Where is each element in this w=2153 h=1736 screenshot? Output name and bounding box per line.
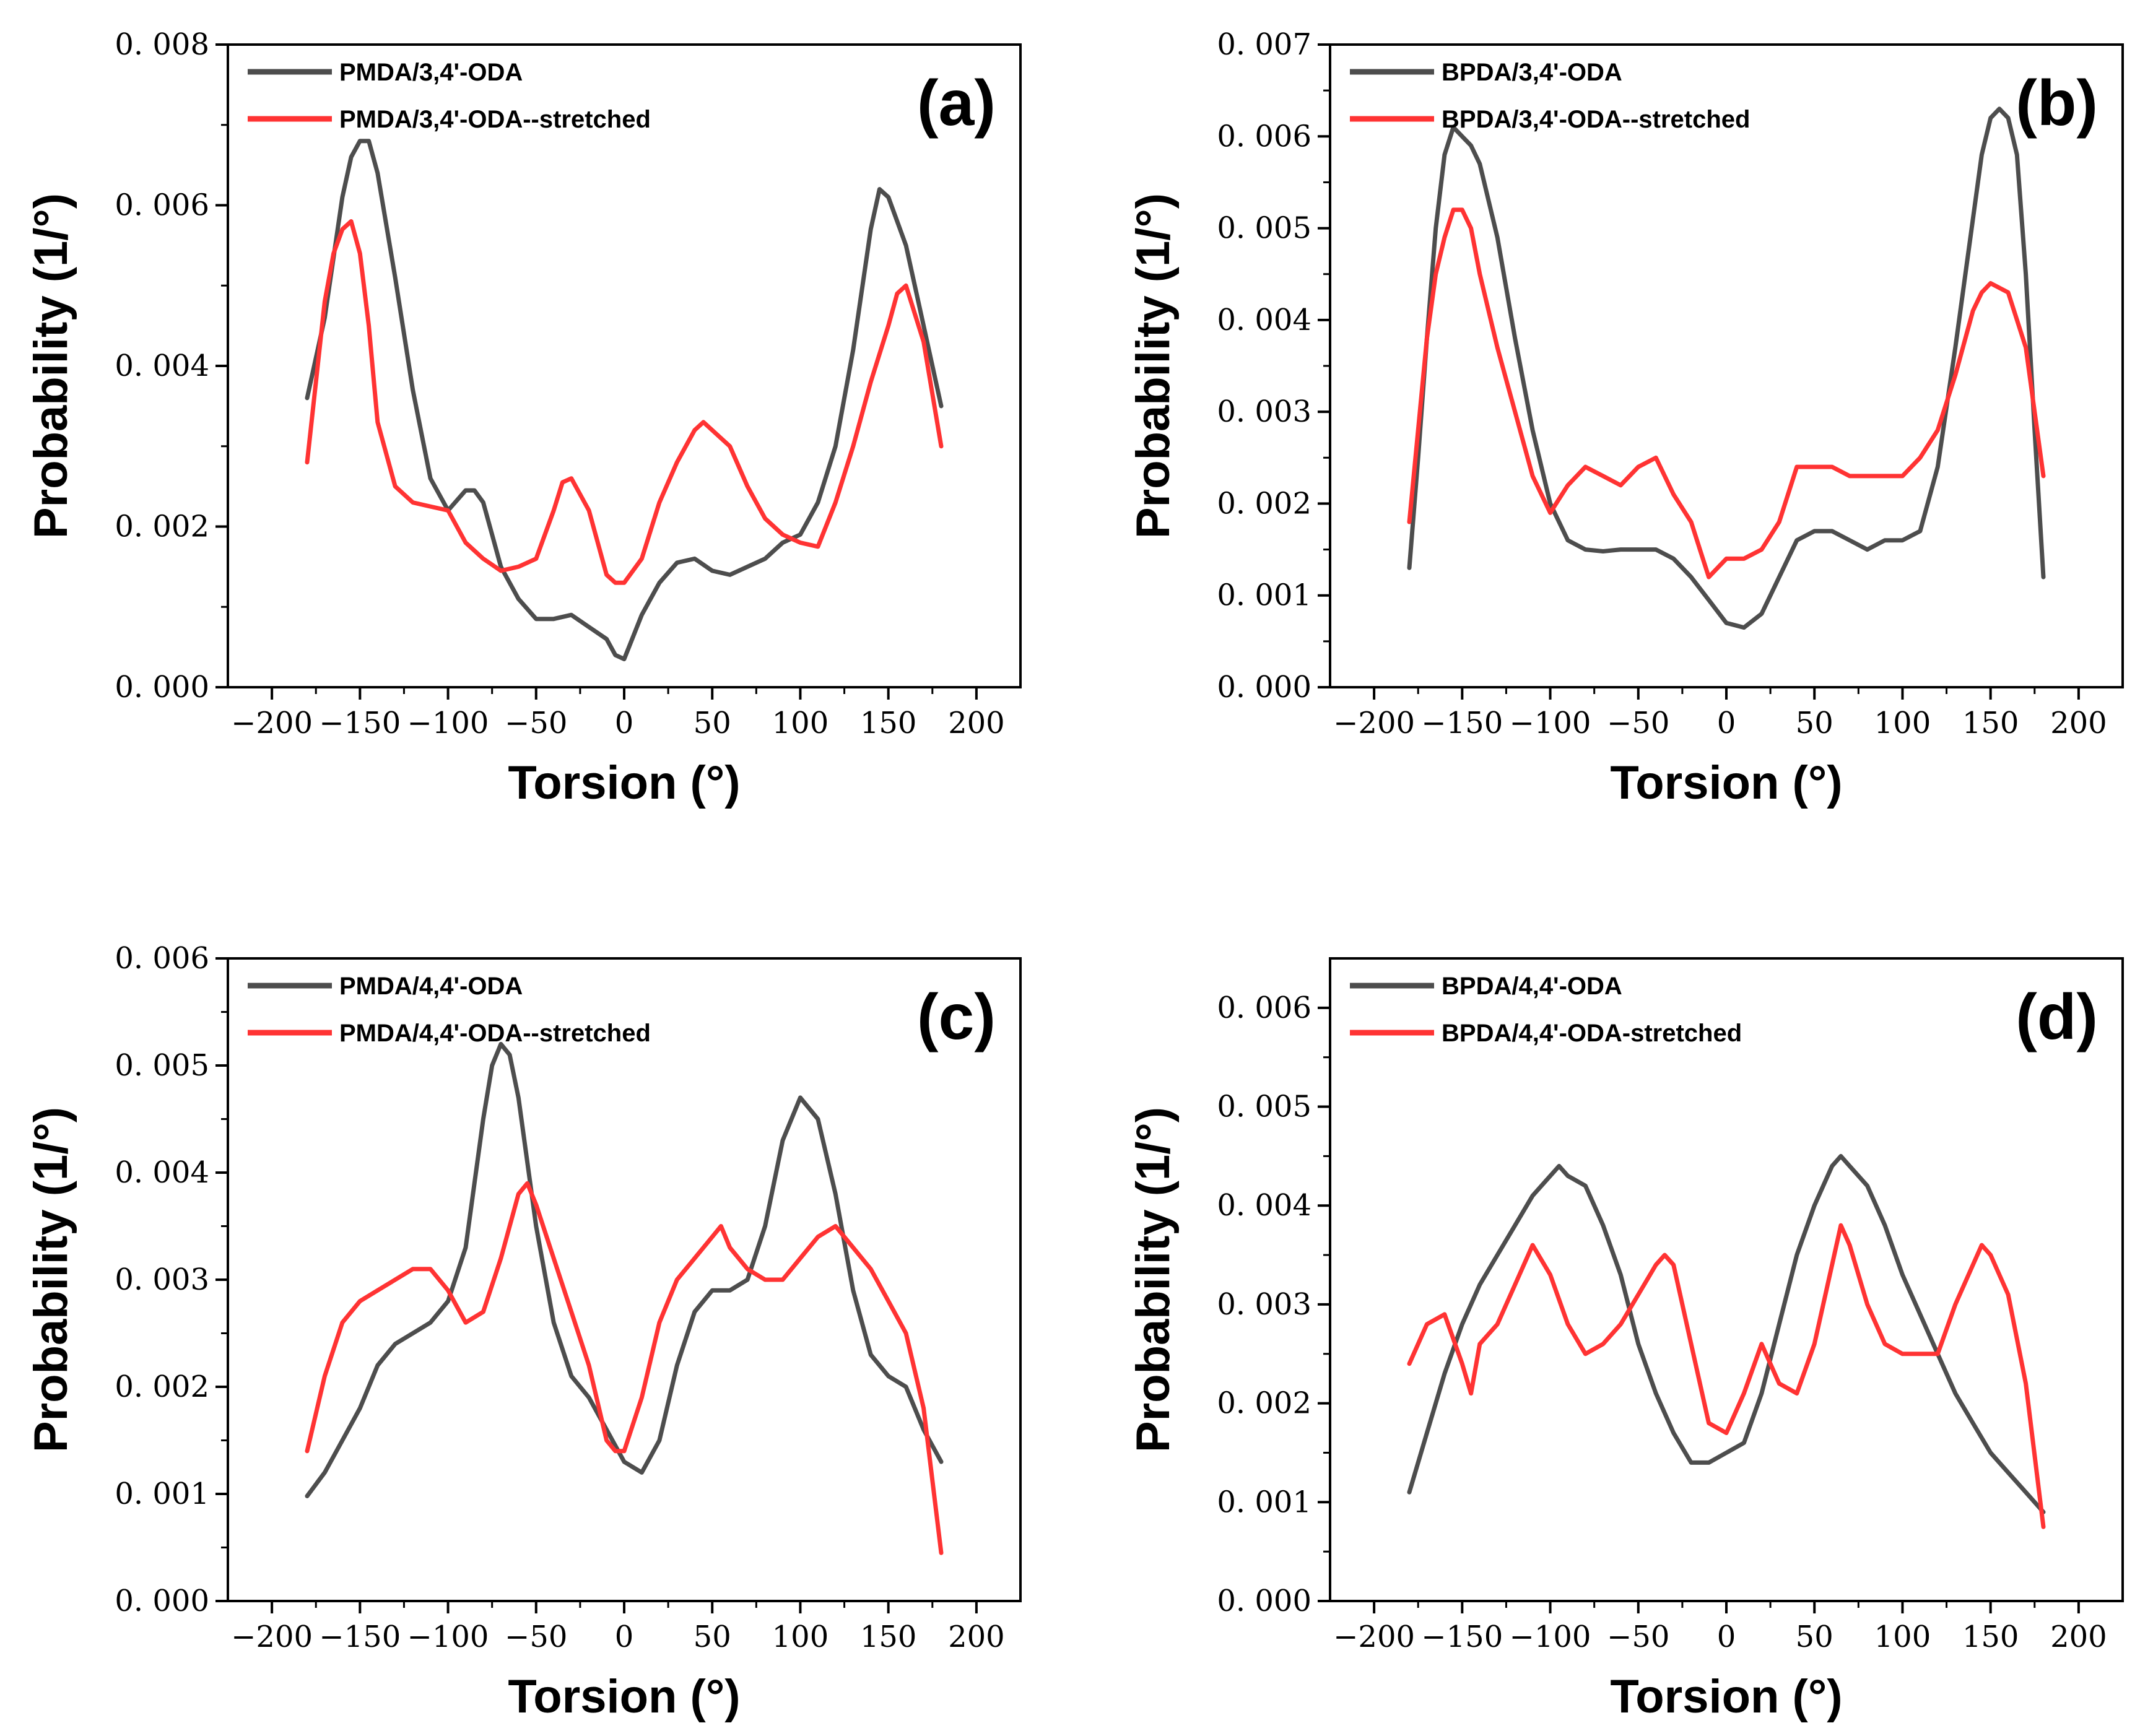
y-tick-label-b: 0. 000 (1217, 670, 1311, 705)
x-tick-label-c: 50 (694, 1620, 731, 1654)
x-tick-label-c: 0 (615, 1620, 634, 1654)
x-tick-label-a: −50 (505, 706, 567, 740)
y-tick-label-a: 0. 006 (115, 188, 209, 223)
y-tick-label-c: 0. 002 (115, 1369, 209, 1404)
panel-tag-d: (d) (2016, 981, 2098, 1053)
y-tick-label-c: 0. 006 (115, 941, 209, 976)
y-tick-label-c: 0. 001 (115, 1477, 209, 1511)
panel-tag-b: (b) (2016, 67, 2098, 139)
y-tick-label-b: 0. 003 (1217, 394, 1311, 429)
y-tick-label-d: 0. 006 (1217, 991, 1311, 1025)
y-axis-title-b: Probability (1/°) (1127, 193, 1180, 539)
y-tick-label-a: 0. 004 (115, 349, 209, 383)
y-tick-label-c: 0. 005 (115, 1048, 209, 1083)
series-line-a-2 (305, 219, 944, 585)
x-tick-label-c: −100 (407, 1620, 489, 1654)
x-tick-label-b: 100 (1874, 706, 1931, 740)
x-tick-label-a: 150 (860, 706, 917, 740)
y-tick-label-d: 0. 005 (1217, 1090, 1311, 1124)
x-axis-title-c: Torsion (°) (508, 1670, 740, 1723)
series-line-c-1 (305, 1041, 944, 1498)
y-tick-label-b: 0. 004 (1217, 303, 1311, 337)
x-tick-label-b: −200 (1333, 706, 1415, 740)
y-tick-label-b: 0. 002 (1217, 486, 1311, 521)
legend-label-a-1: PMDA/3,4'-ODA (339, 59, 523, 86)
y-tick-label-d: 0. 004 (1217, 1188, 1311, 1223)
x-tick-label-b: −50 (1607, 706, 1669, 740)
x-tick-label-d: −200 (1333, 1620, 1415, 1654)
x-tick-label-c: 200 (948, 1620, 1005, 1654)
x-tick-label-c: 150 (860, 1620, 917, 1654)
x-tick-label-d: 200 (2050, 1620, 2107, 1654)
x-tick-label-b: 200 (2050, 706, 2107, 740)
series-line-c-2 (305, 1181, 944, 1555)
series-line-d-1 (1407, 1153, 2046, 1514)
y-axis-title-a: Probability (1/°) (25, 193, 77, 539)
legend-label-d-1: BPDA/4,4'-ODA (1442, 973, 1622, 1000)
chart-panel-c: −200 −150 −100 −50 0 50 100 150 200 0. 000 0. 001 0… (25, 941, 1022, 1723)
x-tick-label-a: 200 (948, 706, 1005, 740)
x-tick-label-c: 100 (772, 1620, 829, 1654)
x-tick-label-d: 0 (1717, 1620, 1736, 1654)
legend-label-b-1: BPDA/3,4'-ODA (1442, 59, 1622, 86)
panel-tag-a: (a) (917, 67, 996, 139)
x-axis-title-b: Torsion (°) (1610, 757, 1842, 809)
y-tick-label-d: 0. 003 (1217, 1287, 1311, 1322)
x-tick-label-a: −100 (407, 706, 489, 740)
x-tick-label-c: −50 (505, 1620, 567, 1654)
chart-panel-d: −200 −150 −100 −50 0 50 100 150 200 0. 000 0. 001 0… (1127, 957, 2124, 1723)
legend-label-b-2: BPDA/3,4'-ODA--stretched (1442, 106, 1750, 133)
x-axis-title-d: Torsion (°) (1610, 1670, 1842, 1723)
y-tick-label-b: 0. 005 (1217, 211, 1311, 246)
x-tick-label-d: −50 (1607, 1620, 1669, 1654)
x-tick-label-b: 0 (1717, 706, 1736, 740)
x-tick-label-d: 100 (1874, 1620, 1931, 1654)
y-axis-title-c: Probability (1/°) (25, 1107, 77, 1452)
y-tick-label-d: 0. 001 (1217, 1485, 1311, 1519)
x-tick-label-d: 50 (1796, 1620, 1833, 1654)
legend-label-c-2: PMDA/4,4'-ODA--stretched (339, 1020, 651, 1047)
x-tick-label-b: −100 (1510, 706, 1591, 740)
series-line-b-2 (1407, 207, 2046, 579)
x-tick-label-a: −150 (319, 706, 401, 740)
y-tick-label-c: 0. 003 (115, 1262, 209, 1297)
y-tick-label-b: 0. 006 (1217, 119, 1311, 154)
legend-label-c-1: PMDA/4,4'-ODA (339, 973, 523, 1000)
plot-frame-c (227, 957, 1022, 1602)
series-line-a-1 (305, 139, 944, 662)
x-tick-label-a: 0 (615, 706, 634, 740)
legend-label-d-2: BPDA/4,4'-ODA-stretched (1442, 1020, 1742, 1047)
legend-label-a-2: PMDA/3,4'-ODA--stretched (339, 106, 651, 133)
chart-panel-b: −200 −150 −100 −50 0 50 100 150 200 0. 000 0. 001 0… (1127, 27, 2124, 809)
x-tick-label-a: 100 (772, 706, 829, 740)
x-tick-label-c: −200 (231, 1620, 313, 1654)
y-tick-label-a: 0. 000 (115, 670, 209, 705)
x-tick-label-b: 50 (1796, 706, 1833, 740)
x-tick-label-a: 50 (694, 706, 731, 740)
x-tick-label-b: 150 (1962, 706, 2019, 740)
y-tick-label-b: 0. 001 (1217, 578, 1311, 613)
y-tick-label-c: 0. 000 (115, 1584, 209, 1618)
plot-frame-a (227, 43, 1022, 688)
series-line-b-1 (1407, 106, 2046, 630)
series-line-d-2 (1407, 1223, 2046, 1529)
panel-tag-c: (c) (917, 981, 996, 1053)
chart-panel-a: −200 −150 −100 −50 0 50 100 150 200 0. 000 0. 002 0… (25, 27, 1022, 809)
x-tick-label-b: −150 (1421, 706, 1503, 740)
x-tick-label-d: 150 (1962, 1620, 2019, 1654)
y-tick-label-d: 0. 000 (1217, 1584, 1311, 1618)
y-tick-label-c: 0. 004 (115, 1155, 209, 1190)
x-tick-label-a: −200 (231, 706, 313, 740)
y-tick-label-a: 0. 008 (115, 27, 209, 62)
y-tick-label-a: 0. 002 (115, 510, 209, 544)
x-tick-label-d: −100 (1510, 1620, 1591, 1654)
x-axis-title-a: Torsion (°) (508, 757, 740, 809)
x-tick-label-d: −150 (1421, 1620, 1503, 1654)
y-tick-label-d: 0. 002 (1217, 1386, 1311, 1421)
y-tick-label-b: 0. 007 (1217, 27, 1311, 62)
x-tick-label-c: −150 (319, 1620, 401, 1654)
y-axis-title-d: Probability (1/°) (1127, 1107, 1180, 1452)
